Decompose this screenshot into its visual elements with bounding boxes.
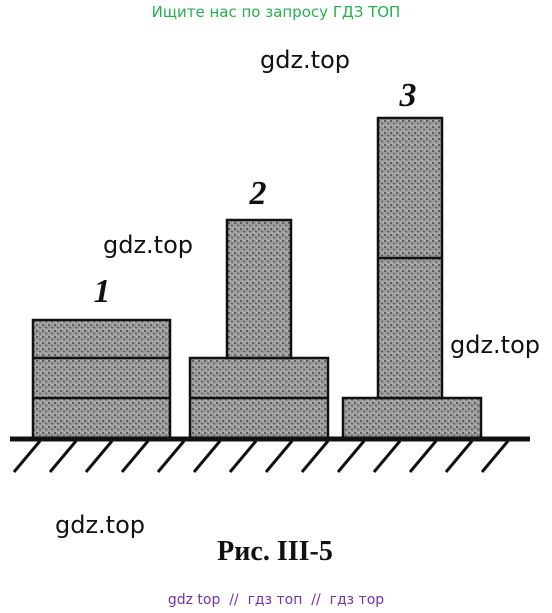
block (31, 318, 172, 440)
blocks (31, 116, 483, 440)
hatch-line (408, 440, 438, 473)
hatch-line (192, 440, 222, 473)
hatch-line (372, 440, 402, 473)
figure-caption: Рис. III-5 (217, 536, 333, 567)
hatch-line (264, 440, 294, 473)
hatch-line (48, 440, 78, 473)
hatch-line (156, 440, 186, 473)
ground-hatching (12, 440, 510, 473)
hatch-line (120, 440, 150, 473)
hatch-line (84, 440, 114, 473)
watermark: gdz.top (450, 331, 540, 359)
footer-text: gdz top // гдз топ // гдз тор (168, 592, 384, 608)
block-label: 1 (94, 273, 111, 310)
block (341, 396, 483, 440)
watermark: gdz.top (55, 511, 145, 539)
hatch-line (336, 440, 366, 473)
hatch-line (228, 440, 258, 473)
block (225, 218, 293, 360)
watermark: gdz.top (260, 46, 350, 74)
block-label: 3 (399, 77, 417, 114)
hatch-line (12, 440, 42, 473)
block-label: 2 (249, 175, 267, 212)
watermark: gdz.top (103, 231, 193, 259)
hatch-line (444, 440, 474, 473)
hatch-line (300, 440, 330, 473)
hatch-line (480, 440, 510, 473)
header-text: Ищите нас по запросу ГДЗ ТОП (152, 3, 401, 21)
